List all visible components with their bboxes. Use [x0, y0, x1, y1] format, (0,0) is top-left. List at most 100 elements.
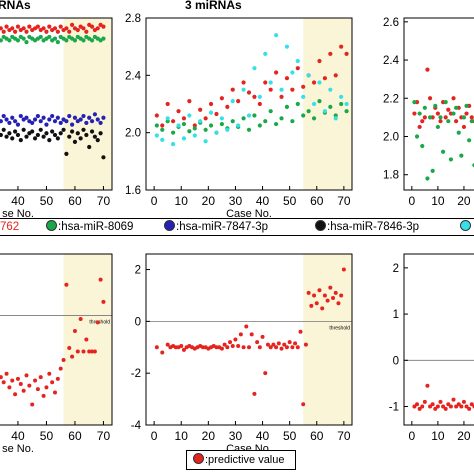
top-left-series2-point: [78, 117, 83, 122]
bottom-middle-x-tick-label: 0: [151, 429, 158, 443]
top-middle-series2-point: [187, 113, 192, 118]
top-middle-series2-point: [160, 137, 165, 142]
top-middle-series1-point: [252, 113, 257, 118]
bottom-right-series0-point: [433, 406, 438, 411]
bottom-right-series0-point: [464, 404, 469, 409]
top-left-series2-point: [67, 113, 72, 119]
top-left-series2-point: [84, 120, 89, 126]
top-left-series0-point: [95, 26, 100, 31]
bottom-left-series0-point: [21, 388, 26, 393]
bottom-middle-series0-point: [160, 350, 165, 355]
top-left-series3-point: [75, 131, 80, 136]
top-middle-series1-point: [279, 116, 284, 121]
top-middle-series0-point: [176, 109, 181, 114]
top-middle-series0-point: [301, 84, 306, 89]
panel-title-middle: 3 miRNAs: [185, 0, 242, 12]
bottom-left-series0-point: [38, 375, 43, 380]
top-left-series3-point: [47, 138, 52, 143]
top-middle-series0-point: [252, 94, 257, 99]
top-left-series1-point: [81, 38, 86, 43]
top-left-series2-point: [87, 115, 92, 120]
top-left-series0-point: [101, 24, 106, 29]
top-middle-series2-point: [311, 101, 317, 107]
top-middle-series2-point: [284, 44, 290, 49]
top-left-series0-point: [10, 26, 15, 31]
bottom-left-series0-point: [50, 380, 55, 385]
top-left-frame: [0, 17, 113, 191]
bottom-middle-series0-point: [249, 332, 254, 337]
top-left-series0-point: [52, 26, 58, 31]
top-right-series0-point: [435, 111, 440, 116]
bottom-middle-threshold-label: threshold: [329, 325, 350, 331]
bottom-left-series0-point: [15, 376, 20, 381]
top-middle-series2-point: [192, 133, 197, 138]
top-middle-series2-point: [198, 119, 203, 124]
bottom-middle-series0-point: [303, 342, 308, 347]
top-left-series2-point: [35, 113, 41, 119]
top-left-series2-point: [38, 119, 43, 124]
top-middle-series1-point: [295, 101, 300, 107]
top-left-series3-point: [58, 131, 63, 136]
top-middle-series1-point: [306, 109, 311, 114]
top-left-series0-point: [13, 29, 18, 34]
top-left-series2-point: [52, 119, 58, 124]
top-middle-series2-point: [290, 70, 295, 75]
bottom-middle-x-tick-label: 50: [283, 429, 297, 443]
bottom-left-series0-point: [87, 349, 92, 354]
top-left-series2-point: [4, 117, 9, 122]
top-right-y-tick-label: 1.8: [383, 170, 399, 182]
top-right-series1-point: [461, 115, 467, 120]
legend-dot-predictive: [193, 453, 204, 464]
bottom-right-series0-point: [435, 404, 440, 409]
top-left-series3-point: [101, 155, 106, 160]
bottom-middle-series0-point: [263, 371, 268, 376]
top-middle-series0-point: [295, 66, 300, 71]
top-right-series0-point: [443, 115, 448, 120]
bottom-middle-series0-point: [322, 293, 327, 298]
top-left-series2-point: [55, 115, 60, 120]
top-middle-series2-point: [317, 80, 322, 85]
top-left-series0-point: [67, 29, 72, 34]
bottom-left-series0-point: [58, 366, 63, 371]
bottom-middle-x-tick-label: 60: [310, 429, 324, 443]
bottom-right-x-tick-label: 10: [431, 429, 445, 443]
top-middle-series0-point: [236, 99, 241, 104]
top-middle-frame: [145, 17, 353, 191]
top-middle-series1-point: [284, 104, 290, 109]
top-middle-series0-point: [198, 107, 203, 112]
bottom-left-series0-point: [41, 393, 46, 398]
top-middle-series2-point: [208, 110, 214, 115]
top-middle-series0-point: [241, 80, 246, 85]
top-left-series0-point: [35, 24, 41, 29]
top-left-series3-point: [50, 129, 55, 134]
top-right-series0-point: [469, 115, 474, 120]
bottom-right-series0-point: [454, 404, 459, 409]
top-middle-series2-point: [225, 127, 230, 132]
top-right-series0-point: [454, 119, 459, 124]
top-left-series2-point: [32, 117, 38, 122]
top-left-series0-point: [89, 24, 95, 29]
legend-item-cyan: [460, 219, 472, 235]
top-middle-series0-point: [333, 73, 338, 78]
legend-dot-black: [315, 220, 326, 231]
top-right-series1-point: [414, 134, 420, 139]
top-right-x-tick-label: 10: [431, 194, 445, 208]
top-left-series2-point: [24, 115, 29, 120]
bottom-right-series0-point: [459, 404, 464, 409]
top-middle-series1-point: [257, 123, 262, 128]
top-left-series3-point: [30, 129, 35, 134]
top-left-series3-point: [41, 134, 46, 139]
bottom-middle-series0-point: [314, 301, 319, 306]
bottom-middle-frame: [145, 253, 353, 426]
top-middle-series2-point: [181, 136, 187, 141]
top-middle-series0-point: [181, 116, 187, 121]
top-left-series3-point: [72, 139, 78, 144]
top-middle-series1-point: [344, 109, 349, 114]
top-middle-y-tick-label: 2.8: [125, 13, 141, 25]
top-right-series1-point: [438, 115, 443, 120]
bottom-middle-series0-point: [268, 345, 273, 350]
top-left-series1-point: [101, 36, 106, 41]
top-left-series2-point: [92, 112, 97, 117]
top-right-series1-point: [448, 157, 454, 162]
top-left-series0-point: [24, 29, 29, 34]
